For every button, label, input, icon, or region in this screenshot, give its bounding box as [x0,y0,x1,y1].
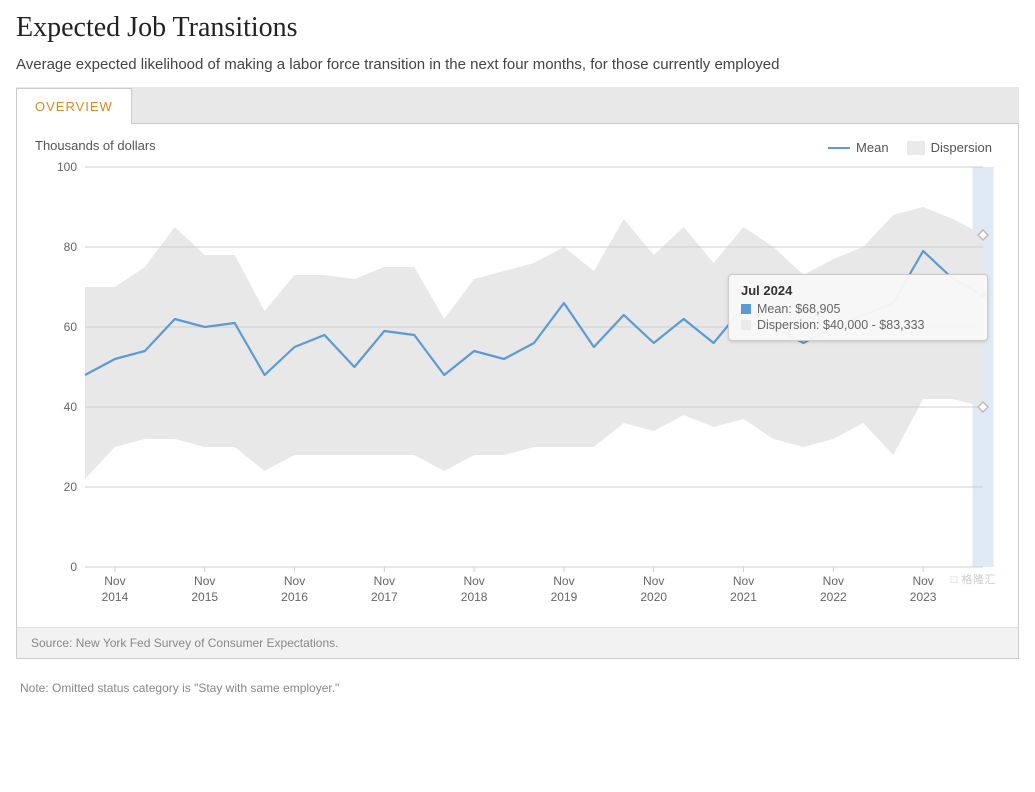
svg-text:2015: 2015 [191,590,218,604]
svg-text:2019: 2019 [551,590,578,604]
page-subtitle: Average expected likelihood of making a … [16,56,1019,73]
tooltip-dispersion-label: Dispersion: $40,000 - $83,333 [757,318,924,332]
legend-dispersion-swatch [907,141,925,155]
legend-mean: Mean [828,140,889,155]
tooltip-title: Jul 2024 [741,283,975,298]
note-text: Note: Omitted status category is "Stay w… [16,671,1019,695]
svg-text:2014: 2014 [102,590,129,604]
page-title: Expected Job Transitions [16,12,1019,44]
svg-text:100: 100 [57,160,77,174]
legend-mean-label: Mean [856,140,889,155]
svg-text:Nov: Nov [643,574,664,588]
legend-mean-swatch [828,147,850,149]
svg-text:Nov: Nov [733,574,754,588]
svg-text:Nov: Nov [374,574,395,588]
svg-text:20: 20 [64,480,78,494]
svg-text:Nov: Nov [463,574,484,588]
chart-panel: Thousands of dollars Mean Dispersion 020… [16,124,1019,659]
tab-overview[interactable]: OVERVIEW [16,88,132,124]
tooltip-dispersion-swatch [741,320,751,330]
chart-svg: 0 20 40 60 80 100 Nov 2014 Nov 2015 Nov 2016 Nov 2017… [35,157,995,627]
svg-text:Nov: Nov [104,574,125,588]
legend-dispersion: Dispersion [907,140,992,155]
tooltip-mean-row: Mean: $68,905 [741,302,975,316]
tooltip: Jul 2024 Mean: $68,905 Dispersion: $40,0… [728,274,988,341]
svg-text:2017: 2017 [371,590,398,604]
source-text: Source: New York Fed Survey of Consumer … [17,627,1018,658]
tooltip-mean-swatch [741,304,751,314]
svg-text:60: 60 [64,320,78,334]
legend: Mean Dispersion [828,140,992,155]
svg-text:2018: 2018 [461,590,488,604]
svg-text:2016: 2016 [281,590,308,604]
svg-text:0: 0 [70,560,77,574]
legend-dispersion-label: Dispersion [931,140,992,155]
svg-text:2020: 2020 [640,590,667,604]
svg-text:2021: 2021 [730,590,757,604]
svg-text:40: 40 [64,400,78,414]
svg-text:Nov: Nov [912,574,933,588]
watermark: □ 格隆汇 [951,571,996,587]
tab-bar: OVERVIEW [16,87,1019,124]
svg-text:80: 80 [64,240,78,254]
tooltip-dispersion-row: Dispersion: $40,000 - $83,333 [741,318,975,332]
svg-text:Nov: Nov [194,574,215,588]
svg-text:Nov: Nov [553,574,574,588]
svg-text:2022: 2022 [820,590,847,604]
svg-text:2023: 2023 [910,590,937,604]
tooltip-mean-label: Mean: $68,905 [757,302,840,316]
svg-text:Nov: Nov [284,574,305,588]
svg-text:Nov: Nov [823,574,844,588]
